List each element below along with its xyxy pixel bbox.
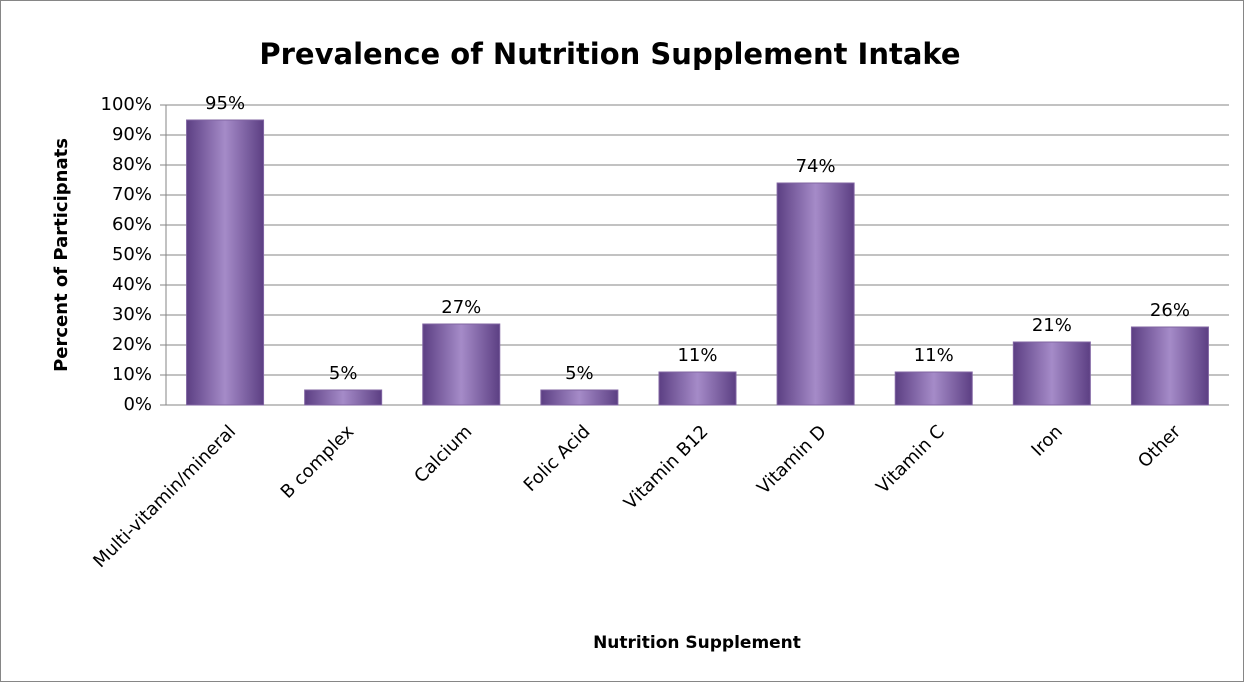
value-label: 11%: [677, 345, 717, 366]
y-tick-label: 0%: [123, 394, 152, 415]
bar: [1130, 326, 1209, 406]
y-axis-title: Percent of Participnats: [51, 138, 72, 372]
bar: [776, 182, 855, 406]
bar: [1012, 341, 1091, 406]
value-label: 95%: [205, 93, 245, 114]
value-label: 5%: [329, 363, 358, 384]
x-axis-title: Nutrition Supplement: [593, 633, 801, 653]
bar: [540, 389, 619, 406]
bar: [186, 119, 265, 406]
chart-title: Prevalence of Nutrition Supplement Intak…: [259, 37, 960, 71]
value-label: 5%: [565, 363, 594, 384]
y-tick-label: 50%: [112, 244, 152, 265]
bar: [304, 389, 383, 406]
value-label: 21%: [1032, 315, 1072, 336]
y-tick-label: 80%: [112, 154, 152, 175]
bar: [894, 371, 973, 406]
y-tick-label: 10%: [112, 364, 152, 385]
value-label: 11%: [914, 345, 954, 366]
y-tick-label: 40%: [112, 274, 152, 295]
y-tick-label: 30%: [112, 304, 152, 325]
y-tick-label: 100%: [101, 94, 152, 115]
value-label: 27%: [441, 297, 481, 318]
bar: [422, 323, 501, 406]
y-tick-label: 20%: [112, 334, 152, 355]
y-tick-label: 90%: [112, 124, 152, 145]
y-tick-label: 70%: [112, 184, 152, 205]
bar: [658, 371, 737, 406]
value-label: 74%: [796, 156, 836, 177]
value-label: 26%: [1150, 300, 1190, 321]
y-tick-label: 60%: [112, 214, 152, 235]
